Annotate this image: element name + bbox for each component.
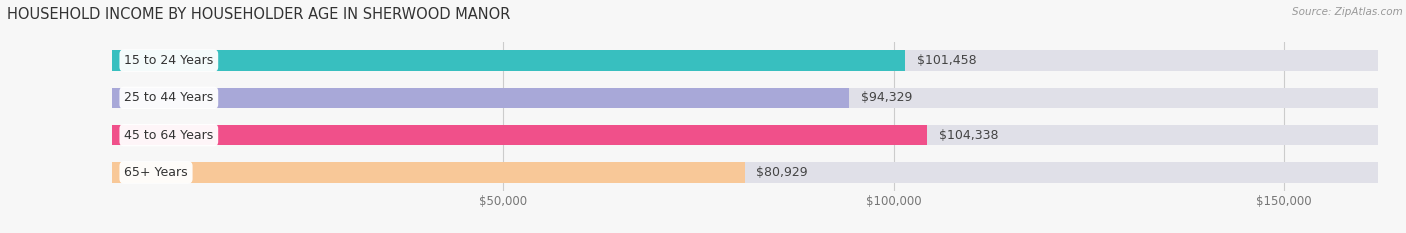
Text: $104,338: $104,338 xyxy=(939,129,998,142)
Bar xyxy=(112,162,745,183)
Text: HOUSEHOLD INCOME BY HOUSEHOLDER AGE IN SHERWOOD MANOR: HOUSEHOLD INCOME BY HOUSEHOLDER AGE IN S… xyxy=(7,7,510,22)
Bar xyxy=(112,125,928,145)
Bar xyxy=(112,50,905,71)
Text: 25 to 44 Years: 25 to 44 Years xyxy=(124,91,214,104)
Text: 45 to 64 Years: 45 to 64 Years xyxy=(124,129,214,142)
Bar xyxy=(112,88,1378,108)
Text: 65+ Years: 65+ Years xyxy=(124,166,188,179)
Text: $101,458: $101,458 xyxy=(917,54,976,67)
Bar xyxy=(112,50,1378,71)
Bar xyxy=(112,88,849,108)
Bar xyxy=(112,125,1378,145)
Text: 15 to 24 Years: 15 to 24 Years xyxy=(124,54,214,67)
Bar xyxy=(112,162,1378,183)
Text: $94,329: $94,329 xyxy=(860,91,912,104)
Text: $80,929: $80,929 xyxy=(756,166,808,179)
Text: Source: ZipAtlas.com: Source: ZipAtlas.com xyxy=(1292,7,1403,17)
